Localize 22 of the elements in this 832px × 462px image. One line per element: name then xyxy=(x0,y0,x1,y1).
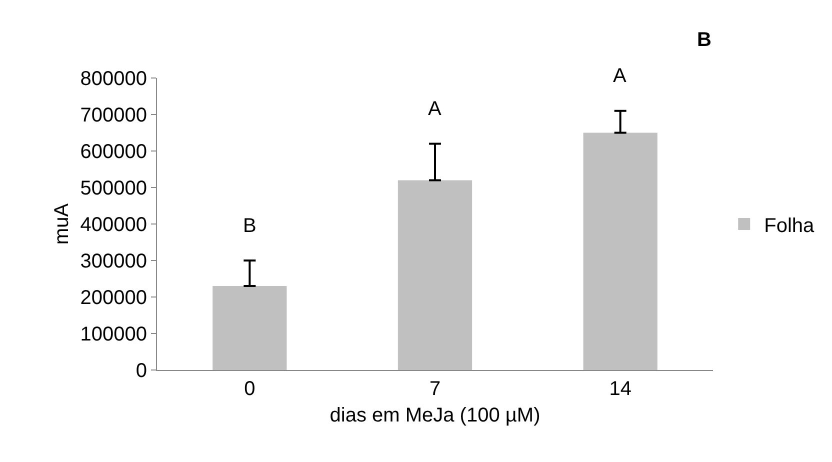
annotation: B xyxy=(243,215,256,237)
annotation: A xyxy=(428,98,442,120)
x-tick-label: 14 xyxy=(609,378,632,400)
y-axis-title: muA xyxy=(50,202,73,245)
y-tick-label: 500000 xyxy=(80,178,147,200)
x-axis-title: dias em MeJa (100 µM) xyxy=(330,404,540,426)
y-tick-label: 600000 xyxy=(80,141,147,163)
bar xyxy=(398,180,472,370)
y-tick-label: 400000 xyxy=(80,214,147,236)
x-tick-label: 0 xyxy=(244,378,256,400)
y-tick-label: 700000 xyxy=(80,104,147,126)
x-tick-label: 7 xyxy=(429,378,441,400)
y-tick-label: 300000 xyxy=(80,250,147,272)
text: B xyxy=(697,29,712,51)
y-tick-label: 200000 xyxy=(80,287,147,309)
annotation: A xyxy=(613,65,627,87)
bar xyxy=(212,286,287,370)
y-tick-label: 100000 xyxy=(80,324,147,346)
legend-label: Folha xyxy=(764,214,816,237)
y-tick-label: 800000 xyxy=(80,68,147,90)
y-tick-label: 0 xyxy=(136,360,147,382)
bar xyxy=(583,132,658,370)
